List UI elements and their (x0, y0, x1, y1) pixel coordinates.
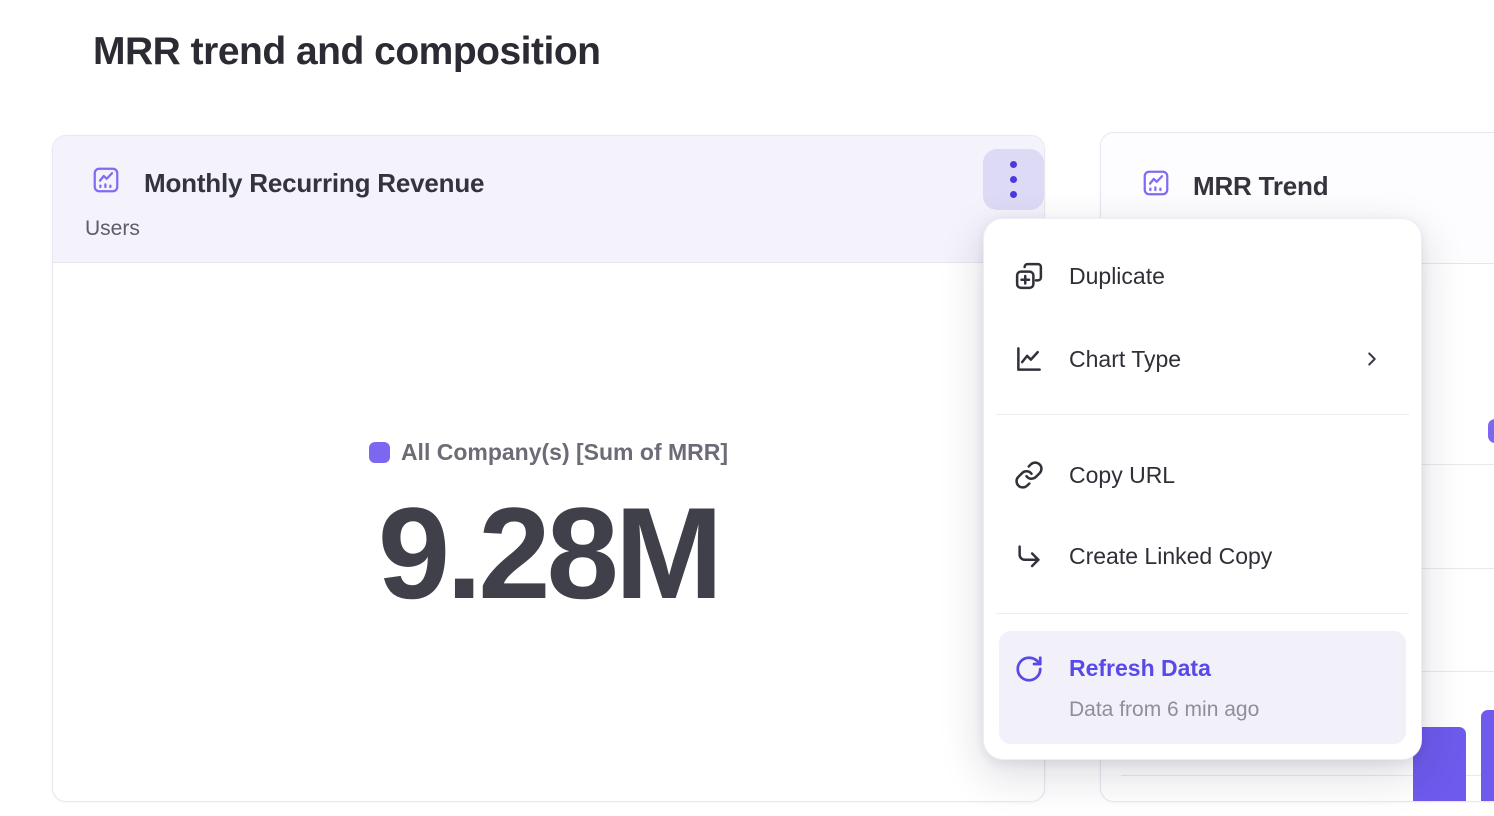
menu-divider (996, 613, 1409, 614)
trend-card-title: MRR Trend (1193, 171, 1329, 201)
gridline (1121, 775, 1494, 776)
mrr-legend: All Company(s) [Sum of MRR] (53, 439, 1044, 466)
chevron-right-icon (1361, 348, 1383, 370)
menu-item-label: Copy URL (1069, 461, 1176, 488)
copy-plus-icon (1014, 261, 1044, 291)
menu-item-label: Chart Type (1069, 345, 1182, 372)
menu-item-refresh-data[interactable]: Refresh Data Data from 6 min ago (999, 631, 1406, 744)
menu-divider (996, 414, 1409, 415)
combo-chart-icon (91, 165, 121, 195)
corner-down-right-icon (1014, 541, 1044, 571)
page-title: MRR trend and composition (93, 30, 601, 73)
menu-item-copy-url[interactable]: Copy URL (984, 450, 1421, 500)
kebab-icon (1010, 161, 1017, 168)
metric-value: 9.28M (377, 480, 723, 626)
bar (1481, 710, 1494, 801)
mrr-card: Monthly Recurring Revenue Users All Comp… (52, 135, 1045, 802)
menu-item-label: Duplicate (1069, 262, 1165, 289)
chart-line-icon (1014, 344, 1044, 374)
mrr-card-header: Monthly Recurring Revenue Users (53, 136, 1044, 263)
legend-label: All Company(s) [Sum of MRR] (400, 439, 729, 465)
menu-item-chart-type[interactable]: Chart Type (984, 334, 1421, 384)
mrr-card-title: Monthly Recurring Revenue (144, 168, 485, 198)
link-icon (1014, 460, 1044, 490)
legend-swatch (368, 442, 390, 463)
kebab-menu-button[interactable] (983, 149, 1044, 210)
refresh-label: Refresh Data (1069, 655, 1211, 681)
combo-chart-icon (1141, 168, 1171, 198)
menu-item-label: Create Linked Copy (1069, 542, 1273, 569)
context-menu: Duplicate Chart Type (983, 218, 1422, 760)
refresh-icon (1014, 654, 1044, 684)
trend-legend-swatch (1488, 419, 1494, 443)
menu-item-duplicate[interactable]: Duplicate (984, 251, 1421, 301)
menu-item-create-linked-copy[interactable]: Create Linked Copy (984, 531, 1421, 581)
refresh-sublabel: Data from 6 min ago (1069, 698, 1260, 721)
mrr-card-subtitle: Users (85, 217, 140, 240)
